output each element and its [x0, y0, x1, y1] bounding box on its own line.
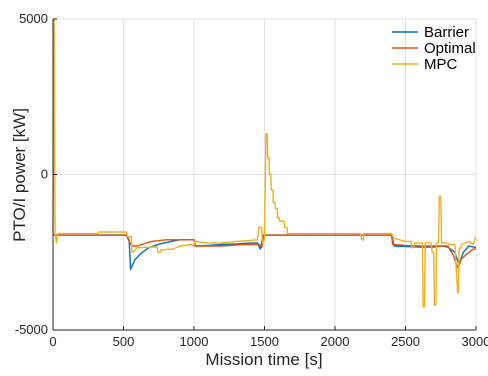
legend-label-barrier: Barrier [424, 24, 469, 41]
x-tick-label: 1000 [180, 334, 209, 349]
y-tick-label: -5000 [15, 322, 48, 337]
legend-label-optimal: Optimal [424, 40, 476, 57]
x-tick-label: 2500 [391, 334, 420, 349]
series-line-optimal [53, 234, 476, 269]
y-tick-label: 5000 [19, 11, 48, 26]
x-tick-label: 2000 [321, 334, 350, 349]
axes [52, 18, 477, 331]
series-layer [52, 18, 477, 308]
legend-label-mpc: MPC [424, 56, 458, 73]
y-tick-label: 0 [41, 167, 48, 182]
x-axis-title: Mission time [s] [205, 350, 322, 369]
x-tick-labels: 0 500 1000 1500 2000 2500 3000 [49, 334, 488, 349]
series-line-mpc [52, 18, 477, 308]
y-tick-labels: -5000 0 5000 [15, 11, 48, 337]
x-tick-label: 500 [113, 334, 135, 349]
x-tick-label: 3000 [462, 334, 488, 349]
x-tick-label: 0 [49, 334, 56, 349]
y-axis-title: PTO/I power [kW] [10, 108, 29, 242]
x-tick-label: 1500 [250, 334, 279, 349]
grid [52, 18, 477, 331]
